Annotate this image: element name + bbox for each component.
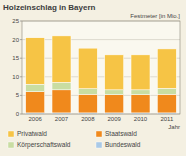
bar-segment: [157, 88, 176, 94]
legend-swatch: [96, 142, 102, 148]
grid-line: [22, 95, 180, 96]
legend-label: Staatswald: [105, 130, 137, 137]
y-axis-label: Festmeter [in Mio.]: [130, 13, 180, 19]
grid-line: [22, 58, 180, 59]
plot-frame: [22, 21, 180, 114]
bar-segment: [105, 55, 124, 90]
legend-label: Bundeswald: [105, 141, 141, 148]
x-axis-label: Jahr: [168, 124, 180, 130]
legend-swatch: [96, 131, 102, 137]
x-tick-label: 2010: [134, 116, 148, 122]
bar-segment: [131, 55, 150, 90]
bar-segment: [26, 38, 45, 85]
bar-segment: [131, 90, 150, 95]
bar-segment: [78, 89, 97, 95]
legend-label: Körperschaftswald: [17, 141, 71, 149]
bar-segment: [52, 90, 71, 113]
x-tick-label: 2008: [81, 116, 95, 122]
y-tick-label: 0: [16, 111, 20, 117]
bar-segment: [52, 36, 71, 83]
bar-segment: [26, 92, 45, 113]
title: Holzeinschlag in Bayern: [3, 3, 96, 12]
grid-line: [22, 39, 180, 40]
x-tick-label: 2006: [28, 116, 42, 122]
y-tick-label: 5: [16, 92, 20, 98]
x-tick-label: 2009: [107, 116, 121, 122]
y-tick-label: 25: [12, 18, 19, 24]
bar-segment: [157, 49, 176, 88]
bar-segment: [78, 94, 97, 113]
chart: Holzeinschlag in Bayern Festmeter [in Mio…: [0, 0, 186, 156]
y-tick-label: 20: [12, 37, 19, 43]
bar-segment: [105, 95, 124, 113]
bar-segment: [105, 90, 124, 95]
y-tick-label: 15: [12, 55, 19, 61]
x-tick-label: 2011: [160, 116, 174, 122]
bar-segment: [78, 48, 97, 89]
bar-segment: [52, 82, 71, 89]
legend-swatch: [8, 131, 14, 137]
bar-segment: [131, 95, 150, 113]
y-tick-label: 10: [12, 74, 19, 80]
plot-area: [22, 21, 180, 114]
bar-segment: [157, 94, 176, 113]
grid-line: [22, 76, 180, 77]
bars: [26, 36, 177, 114]
legend-label: Privatwald: [17, 130, 47, 137]
x-tick-label: 2007: [55, 116, 69, 122]
legend-swatch: [8, 142, 14, 148]
bar-segment: [26, 84, 45, 91]
